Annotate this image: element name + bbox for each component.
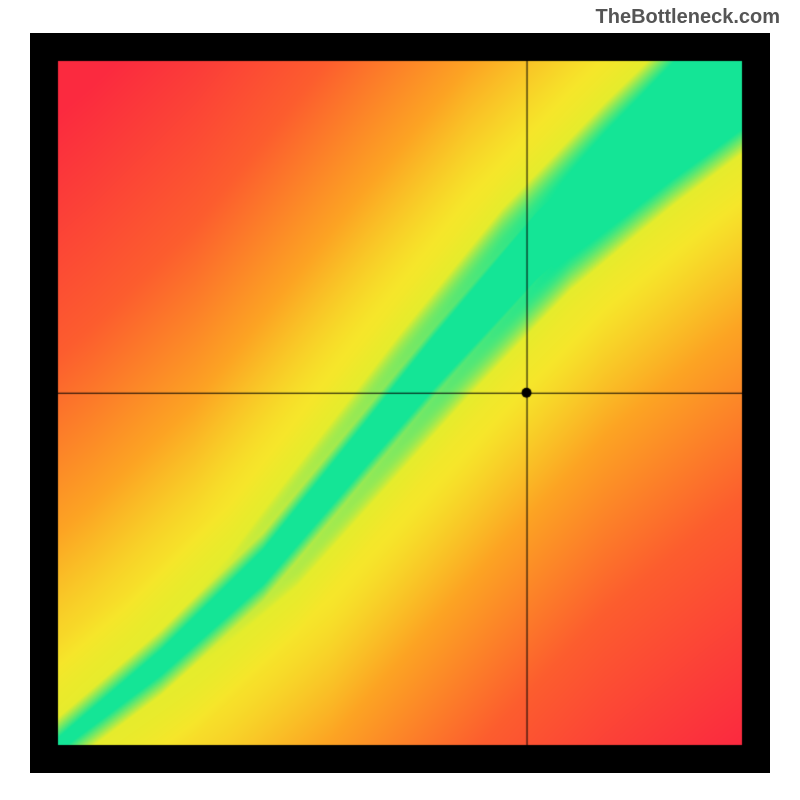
attribution-text: TheBottleneck.com xyxy=(596,6,780,29)
heatmap-canvas xyxy=(30,33,770,773)
bottleneck-heatmap xyxy=(30,33,770,773)
